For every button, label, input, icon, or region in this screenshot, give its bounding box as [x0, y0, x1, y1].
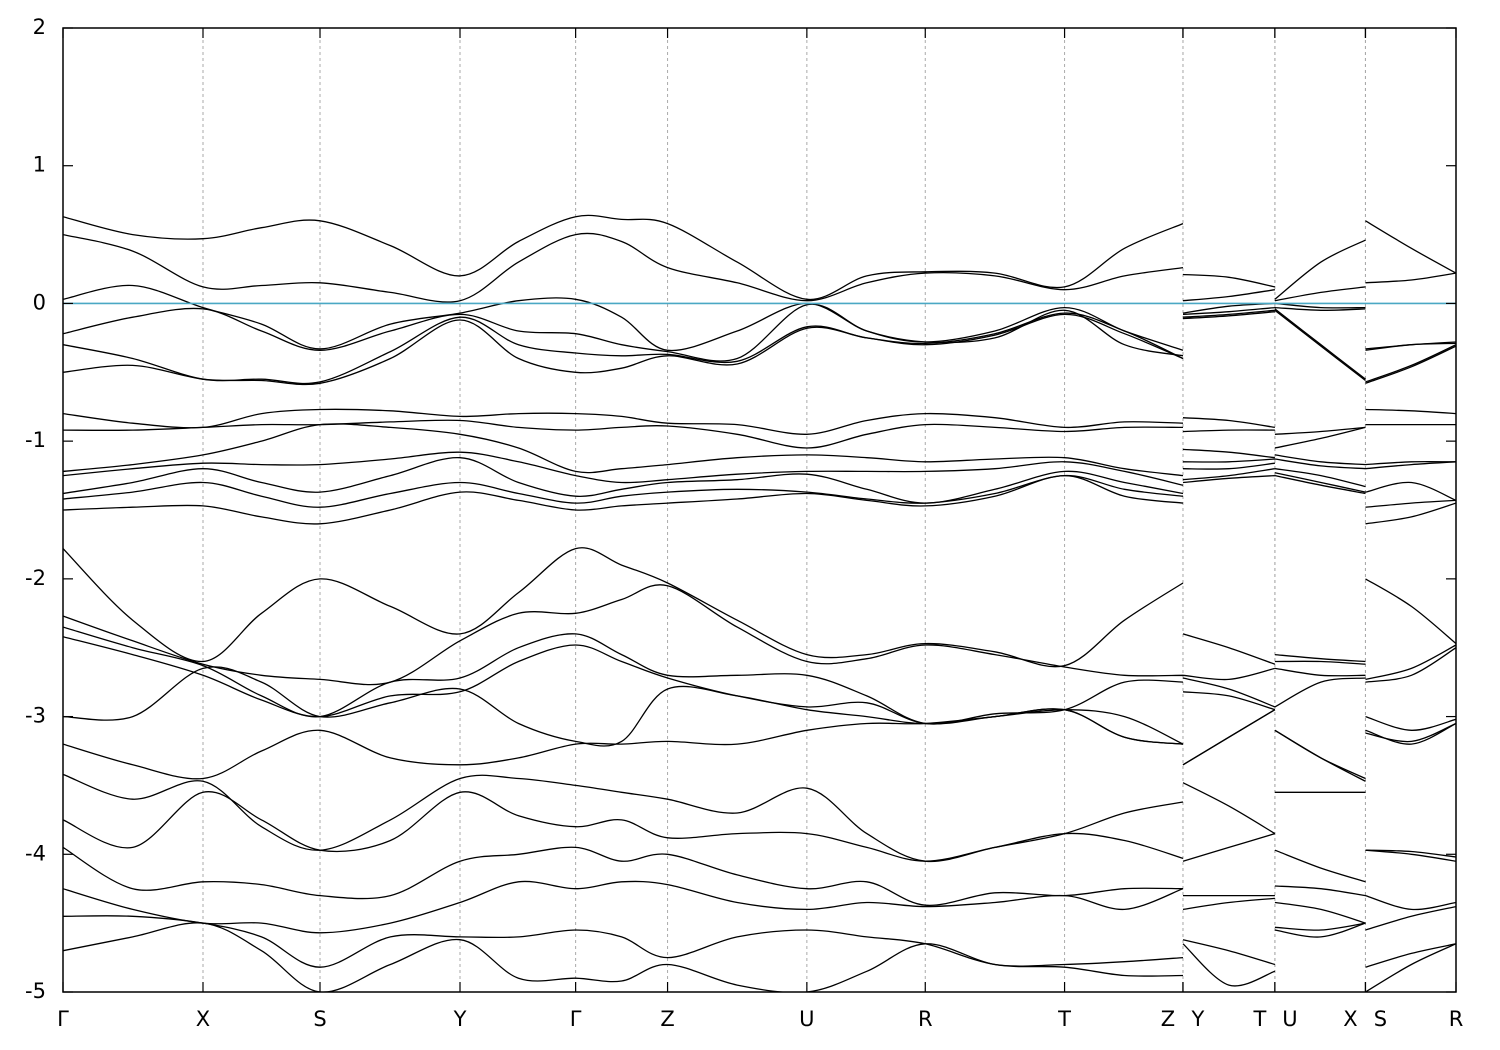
- band-line: [63, 468, 1456, 508]
- band-line: [63, 419, 1456, 449]
- band-line: [63, 626, 1456, 725]
- x-tick-label: U: [1282, 1007, 1297, 1031]
- x-tick-label: T: [1057, 1007, 1071, 1031]
- x-tick-label: U: [799, 1007, 814, 1031]
- band-line: [63, 214, 1456, 300]
- band-line: [63, 457, 1456, 504]
- band-line: [63, 232, 1456, 303]
- y-tick-label: -3: [25, 704, 46, 728]
- y-tick-label: 1: [33, 153, 46, 177]
- band-line: [63, 791, 1456, 883]
- x-tick-label: Y: [1191, 1007, 1205, 1031]
- band-line: [63, 636, 1456, 745]
- bands: [63, 214, 1456, 992]
- band-line: [63, 773, 1456, 863]
- x-tick-label: T: [1252, 1007, 1266, 1031]
- band-line: [63, 922, 1456, 992]
- band-line: [63, 708, 1456, 782]
- band-line: [63, 423, 1456, 477]
- x-tick-label: Z: [660, 1007, 674, 1031]
- x-tick-label: Y: [453, 1007, 467, 1031]
- x-tick-label: X: [196, 1007, 210, 1031]
- band-line: [63, 880, 1456, 934]
- y-tick-label: 0: [33, 290, 46, 314]
- band-line: [63, 915, 1456, 968]
- band-line: [63, 308, 1456, 385]
- band-line: [63, 547, 1456, 668]
- band-line: [63, 846, 1456, 911]
- band-line: [63, 303, 1456, 362]
- y-tick-label: -4: [25, 841, 46, 865]
- x-tick-label: S: [1374, 1007, 1387, 1031]
- band-line: [63, 474, 1456, 525]
- y-tick-label: -2: [25, 566, 46, 590]
- band-line: [63, 408, 1456, 435]
- x-tick-label: Γ: [57, 1007, 69, 1031]
- plot-frame: [62, 27, 1457, 993]
- x-tick-label: Γ: [570, 1007, 582, 1031]
- x-tick-label: R: [918, 1007, 933, 1031]
- x-tick-label: X: [1343, 1007, 1357, 1031]
- band-line: [63, 284, 1456, 352]
- axes: 210-1-2-3-4-5Γ X S Y Γ Z U R T Z Y T U X S R: [25, 15, 1463, 1031]
- x-tick-label: S: [313, 1007, 326, 1031]
- y-tick-label: 2: [33, 15, 46, 39]
- x-tick-label: R: [1449, 1007, 1464, 1031]
- y-tick-label: -5: [25, 979, 46, 1003]
- x-tick-label: Z: [1161, 1007, 1175, 1031]
- band-line: [63, 451, 1456, 486]
- band-line: [63, 584, 1456, 686]
- band-line: [63, 309, 1456, 386]
- y-tick-label: -1: [25, 428, 46, 452]
